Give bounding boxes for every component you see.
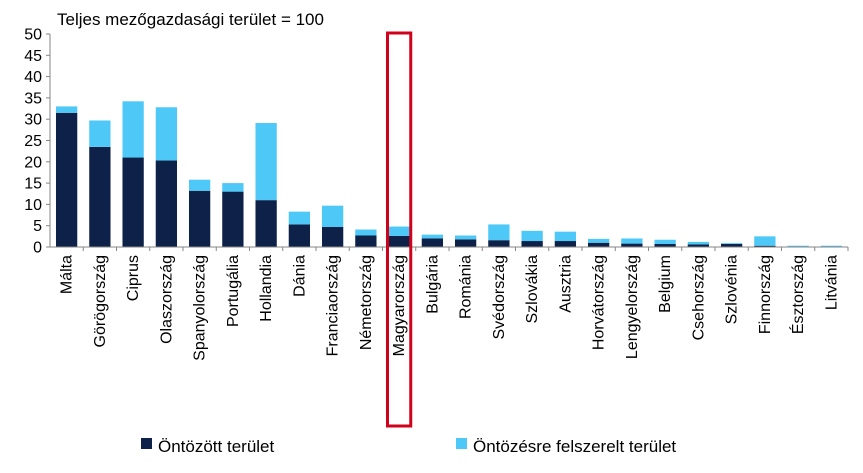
legend-label-equipped: Öntözésre felszerelt terület [473,437,676,456]
category-labels: Málta Görögország Ciprus Olaszország Spanyol… [59,247,849,361]
category-label: Franciaország [325,255,342,356]
category-label: Portugália [225,255,242,327]
bar-equipped [720,243,743,245]
category-label: Németország [358,255,375,350]
bar-irrigated [222,191,244,247]
y-tick-label: 15 [24,176,42,193]
category-label: Románia [458,255,475,319]
bar-irrigated [55,112,78,247]
category-label: Hollandia [258,255,275,322]
category-label: Svédország [491,255,508,340]
bar-irrigated [89,146,111,247]
y-tick-label: 40 [24,69,42,86]
bar-irrigated [621,243,643,247]
bar-equipped [388,226,410,236]
category-label: Magyarország [391,255,408,356]
category-label: Spanyolország [192,255,209,361]
category-label: Lengyelország [624,255,641,359]
bar-equipped [687,241,710,245]
bar-equipped [754,236,776,246]
y-tick-label: 5 [33,218,42,235]
y-tick-label: 50 [24,27,42,44]
bar-equipped [155,107,178,161]
bar-irrigated [587,242,610,247]
category-label: Ausztria [557,255,574,313]
bar-irrigated [288,224,311,247]
bar-equipped [122,101,144,158]
bar-irrigated [488,240,510,247]
bar-equipped [787,245,809,247]
chart-title: Teljes mezőgazdasági terület = 100 [57,10,324,29]
bar-irrigated [255,200,277,247]
legend-label-irrigated: Öntözött terület [158,437,275,456]
bar-equipped [355,229,377,236]
y-tick-label: 35 [24,90,42,107]
category-label: Litvánia [823,255,840,310]
bar-equipped [454,235,477,240]
category-label: Bulgária [424,255,441,314]
bar-irrigated [155,160,178,247]
category-label: Dánia [291,255,308,297]
bar-equipped [521,230,543,242]
category-label: Szlovénia [724,255,741,324]
highlight-box [386,31,413,428]
bar-equipped [321,205,344,227]
legend-swatch-equipped [456,438,467,449]
bar-equipped [820,245,843,247]
bar-equipped [89,120,111,147]
bar-equipped [255,123,277,201]
y-tick-label: 20 [24,154,42,171]
y-tick-label: 45 [24,48,42,65]
category-label: Csehország [690,255,707,340]
bar-irrigated [388,235,410,247]
y-tick-label: 25 [24,133,42,150]
bar-equipped [421,234,444,239]
bar-equipped [55,106,78,113]
category-label: Észtország [788,255,807,334]
bar-irrigated [720,244,743,247]
legend-swatch-irrigated [141,438,152,449]
category-label: Málta [59,255,76,294]
bar-irrigated [188,190,211,247]
y-tick-label: 30 [24,112,42,129]
bars [55,101,843,247]
bar-irrigated [122,157,144,247]
y-tick-label: 0 [33,240,42,257]
bar-equipped [654,239,676,245]
bar-equipped [288,211,311,225]
bar-irrigated [654,244,676,247]
bar-irrigated [687,244,710,247]
bar-equipped [621,238,643,244]
bar-irrigated [554,241,577,247]
category-label: Görögország [92,255,109,348]
bar-irrigated [421,238,444,247]
bar-equipped [222,183,244,192]
category-label: Szlovákia [524,255,541,324]
bar-irrigated [454,239,477,247]
category-label: Olaszország [158,255,175,344]
bar-equipped [554,231,577,242]
bar-equipped [488,224,510,241]
category-label: Ciprus [125,255,142,301]
bar-irrigated [754,245,776,247]
y-axis-ticks: 0 5 10 15 20 25 30 35 40 45 50 [24,27,50,257]
legend: Öntözött terület Öntözésre felszerelt te… [141,437,676,456]
category-label: Horvátország [591,255,608,350]
category-label: Belgium [657,255,674,313]
bar-irrigated [521,241,543,247]
bar-equipped [587,238,610,243]
y-tick-label: 10 [24,197,42,214]
bar-irrigated [355,235,377,247]
category-label: Finnország [757,255,774,334]
bar-equipped [188,179,211,191]
bar-irrigated [321,226,344,247]
